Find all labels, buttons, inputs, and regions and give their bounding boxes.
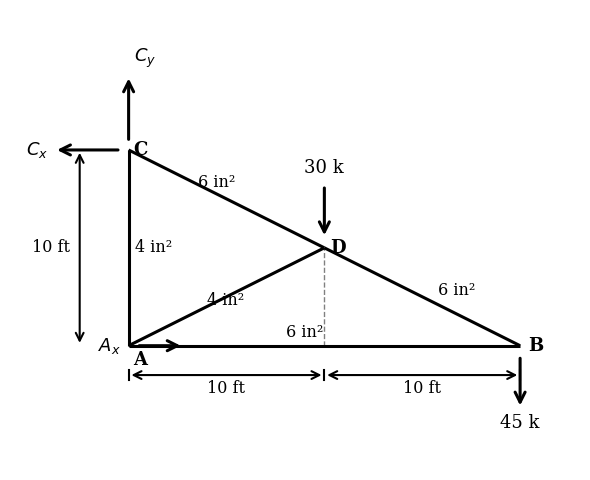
Text: 10 ft: 10 ft bbox=[403, 380, 441, 397]
Text: 4 in²: 4 in² bbox=[136, 240, 173, 256]
Text: 6 in²: 6 in² bbox=[286, 324, 323, 341]
Text: 6 in²: 6 in² bbox=[438, 282, 476, 300]
Text: $C_x$: $C_x$ bbox=[26, 140, 48, 160]
Text: C: C bbox=[133, 141, 148, 159]
Text: 4 in²: 4 in² bbox=[207, 292, 244, 309]
Text: D: D bbox=[330, 239, 346, 257]
Text: A: A bbox=[133, 350, 148, 369]
Text: 30 k: 30 k bbox=[304, 159, 344, 178]
Text: 10 ft: 10 ft bbox=[208, 380, 245, 397]
Text: B: B bbox=[528, 336, 543, 355]
Text: 6 in²: 6 in² bbox=[198, 174, 235, 191]
Text: $C_y$: $C_y$ bbox=[135, 47, 157, 70]
Text: 10 ft: 10 ft bbox=[32, 240, 70, 256]
Text: 45 k: 45 k bbox=[500, 414, 540, 432]
Text: $A_x$: $A_x$ bbox=[98, 336, 121, 356]
